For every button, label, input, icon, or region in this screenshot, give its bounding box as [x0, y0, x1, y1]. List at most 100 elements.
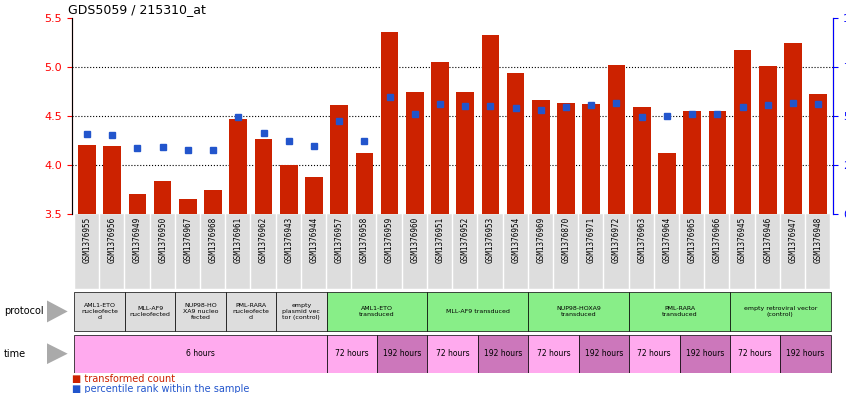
Text: GSM1376972: GSM1376972	[612, 217, 621, 263]
Bar	[154, 181, 172, 214]
Text: GSM1376947: GSM1376947	[788, 217, 798, 263]
Bar	[607, 65, 625, 214]
Text: 192 hours: 192 hours	[585, 349, 623, 358]
FancyBboxPatch shape	[327, 335, 377, 373]
Text: GSM1376946: GSM1376946	[763, 217, 772, 263]
Text: GSM1376968: GSM1376968	[209, 217, 217, 263]
Text: GSM1376969: GSM1376969	[536, 217, 546, 263]
Bar	[330, 105, 348, 214]
Text: 72 hours: 72 hours	[436, 349, 470, 358]
Text: 192 hours: 192 hours	[787, 349, 825, 358]
Text: GSM1376954: GSM1376954	[511, 217, 520, 263]
Bar	[784, 43, 802, 214]
Text: empty
plasmid vec
tor (control): empty plasmid vec tor (control)	[283, 303, 321, 320]
Text: protocol: protocol	[4, 307, 44, 316]
Text: GSM1376962: GSM1376962	[259, 217, 268, 263]
Text: 192 hours: 192 hours	[383, 349, 421, 358]
Bar	[204, 189, 222, 214]
Bar	[810, 94, 827, 214]
Text: GSM1376944: GSM1376944	[310, 217, 318, 263]
FancyBboxPatch shape	[730, 335, 780, 373]
Bar	[179, 199, 197, 214]
FancyBboxPatch shape	[806, 214, 830, 289]
FancyBboxPatch shape	[427, 292, 528, 331]
FancyBboxPatch shape	[226, 214, 250, 289]
Bar	[229, 119, 247, 214]
FancyBboxPatch shape	[427, 335, 478, 373]
Text: 72 hours: 72 hours	[536, 349, 570, 358]
FancyBboxPatch shape	[352, 214, 376, 289]
FancyBboxPatch shape	[176, 214, 200, 289]
Text: PML-RARA
nucleofecte
d: PML-RARA nucleofecte d	[233, 303, 269, 320]
FancyBboxPatch shape	[528, 335, 579, 373]
Text: 192 hours: 192 hours	[685, 349, 724, 358]
FancyBboxPatch shape	[226, 292, 276, 331]
FancyBboxPatch shape	[503, 214, 528, 289]
Text: GSM1376957: GSM1376957	[335, 217, 343, 263]
Text: GSM1376971: GSM1376971	[587, 217, 596, 263]
Text: MLL-AF9
nucleofected: MLL-AF9 nucleofected	[129, 306, 171, 317]
Text: GSM1376966: GSM1376966	[713, 217, 722, 263]
FancyBboxPatch shape	[629, 335, 679, 373]
FancyBboxPatch shape	[478, 214, 503, 289]
FancyBboxPatch shape	[74, 335, 327, 373]
Bar	[658, 153, 676, 214]
Text: GSM1376956: GSM1376956	[107, 217, 117, 263]
Text: GSM1376945: GSM1376945	[738, 217, 747, 263]
FancyBboxPatch shape	[75, 214, 99, 289]
Text: GSM1376955: GSM1376955	[83, 217, 91, 263]
Text: GSM1376952: GSM1376952	[461, 217, 470, 263]
Text: time: time	[4, 349, 26, 359]
FancyBboxPatch shape	[780, 335, 831, 373]
FancyBboxPatch shape	[251, 214, 276, 289]
Text: GSM1376960: GSM1376960	[410, 217, 420, 263]
FancyBboxPatch shape	[679, 335, 730, 373]
FancyBboxPatch shape	[755, 214, 780, 289]
FancyBboxPatch shape	[453, 214, 477, 289]
Text: GSM1376959: GSM1376959	[385, 217, 394, 263]
FancyBboxPatch shape	[74, 292, 125, 331]
FancyBboxPatch shape	[327, 214, 351, 289]
Bar	[255, 138, 272, 214]
FancyBboxPatch shape	[781, 214, 805, 289]
FancyBboxPatch shape	[604, 214, 629, 289]
Bar	[558, 103, 575, 214]
Bar	[582, 104, 600, 214]
Text: MLL-AF9 transduced: MLL-AF9 transduced	[446, 309, 510, 314]
FancyBboxPatch shape	[100, 214, 124, 289]
FancyBboxPatch shape	[579, 335, 629, 373]
Text: GSM1376965: GSM1376965	[688, 217, 696, 263]
Bar	[129, 193, 146, 214]
Text: 192 hours: 192 hours	[484, 349, 522, 358]
Text: GSM1376949: GSM1376949	[133, 217, 142, 263]
Bar	[305, 177, 323, 214]
Bar	[532, 100, 550, 214]
Text: GSM1376950: GSM1376950	[158, 217, 168, 263]
FancyBboxPatch shape	[428, 214, 452, 289]
FancyBboxPatch shape	[377, 214, 402, 289]
Text: GSM1376967: GSM1376967	[184, 217, 192, 263]
FancyBboxPatch shape	[629, 214, 654, 289]
Text: GSM1376870: GSM1376870	[562, 217, 570, 263]
Text: GDS5059 / 215310_at: GDS5059 / 215310_at	[68, 4, 206, 17]
Text: NUP98-HOXA9
transduced: NUP98-HOXA9 transduced	[556, 306, 602, 317]
Text: 72 hours: 72 hours	[739, 349, 772, 358]
FancyBboxPatch shape	[730, 292, 831, 331]
FancyBboxPatch shape	[201, 214, 225, 289]
Bar	[481, 35, 499, 214]
Bar	[431, 62, 449, 214]
FancyBboxPatch shape	[276, 292, 327, 331]
Text: GSM1376948: GSM1376948	[814, 217, 822, 263]
FancyBboxPatch shape	[655, 214, 679, 289]
Text: ■ percentile rank within the sample: ■ percentile rank within the sample	[72, 384, 250, 393]
Bar	[280, 165, 298, 214]
FancyBboxPatch shape	[580, 214, 603, 289]
FancyBboxPatch shape	[529, 214, 553, 289]
Bar	[456, 92, 474, 214]
FancyBboxPatch shape	[175, 292, 226, 331]
Text: AML1-ETO
nucleofecte
d: AML1-ETO nucleofecte d	[81, 303, 118, 320]
Text: GSM1376961: GSM1376961	[233, 217, 243, 263]
Bar	[684, 111, 701, 214]
Text: AML1-ETO
transduced: AML1-ETO transduced	[360, 306, 395, 317]
FancyBboxPatch shape	[528, 292, 629, 331]
